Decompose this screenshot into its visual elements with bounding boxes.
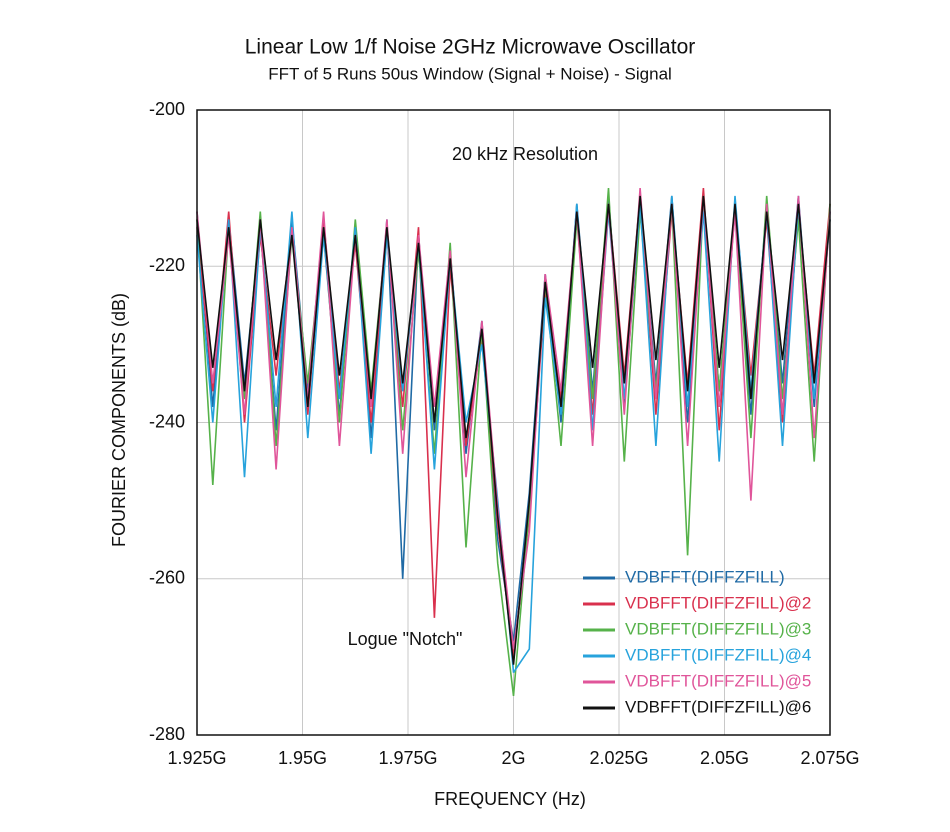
- x-tick-label: 1.975G: [378, 748, 437, 768]
- x-tick-label: 2.025G: [589, 748, 648, 768]
- x-tick-label: 1.95G: [278, 748, 327, 768]
- y-tick-label: -280: [149, 724, 185, 744]
- chart-title: Linear Low 1/f Noise 2GHz Microwave Osci…: [245, 36, 696, 59]
- series-line: [196, 195, 831, 665]
- series-line: [196, 195, 831, 673]
- x-tick-label: 2.075G: [800, 748, 859, 768]
- legend-label: VDBFFT(DIFFZFILL)@5: [625, 671, 811, 690]
- x-axis-label: FREQUENCY (Hz): [434, 789, 586, 809]
- annotation: 20 kHz Resolution: [452, 144, 598, 164]
- y-tick-label: -240: [149, 411, 185, 431]
- y-tick-label: -200: [149, 99, 185, 119]
- y-tick-label: -260: [149, 568, 185, 588]
- plot-frame: [196, 109, 831, 736]
- x-tick-label: 2G: [501, 748, 525, 768]
- annotation: Logue "Notch": [348, 629, 463, 649]
- legend-label: VDBFFT(DIFFZFILL)@3: [625, 619, 811, 638]
- legend-label: VDBFFT(DIFFZFILL)@4: [625, 645, 811, 664]
- x-tick-label: 1.925G: [167, 748, 226, 768]
- y-axis-label: FOURIER COMPONENTS (dB): [109, 293, 129, 547]
- legend-label: VDBFFT(DIFFZFILL): [625, 567, 785, 586]
- chart-subtitle: FFT of 5 Runs 50us Window (Signal + Nois…: [268, 64, 672, 83]
- x-tick-label: 2.05G: [700, 748, 749, 768]
- y-tick-label: -220: [149, 255, 185, 275]
- legend-label: VDBFFT(DIFFZFILL)@2: [625, 593, 811, 612]
- legend-label: VDBFFT(DIFFZFILL)@6: [625, 697, 811, 716]
